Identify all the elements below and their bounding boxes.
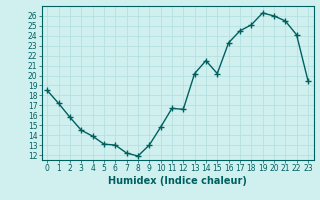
X-axis label: Humidex (Indice chaleur): Humidex (Indice chaleur) [108,176,247,186]
